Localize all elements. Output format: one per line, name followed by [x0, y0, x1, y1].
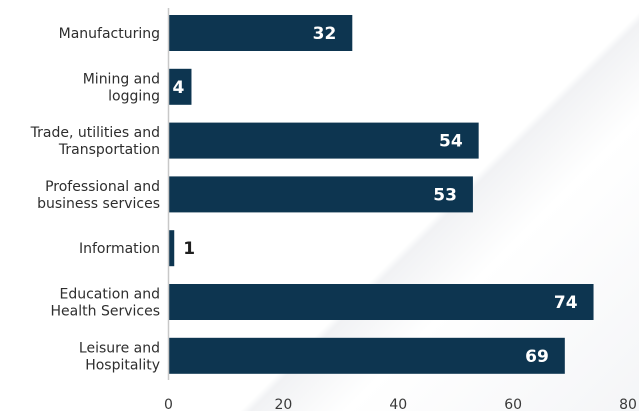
category-label-3-line-1: business services [37, 196, 160, 212]
bars-layer [168, 15, 594, 374]
category-label-1-line-0: Mining and [83, 71, 160, 87]
value-label-1: 4 [173, 78, 185, 98]
x-tick-label-2: 40 [389, 397, 407, 411]
x-axis-ticks: 0 20 40 60 80 [164, 397, 637, 413]
category-label-5-line-1: Health Services [51, 304, 160, 320]
bar-6 [168, 337, 565, 374]
x-tick-label-4: 80 [619, 397, 637, 411]
x-tick-label-3: 60 [504, 397, 522, 411]
category-label-5-line-0: Education and [60, 287, 161, 303]
value-label-4: 1 [183, 239, 195, 259]
category-label-0-line-0: Manufacturing [59, 26, 160, 42]
category-label-6-line-0: Leisure and [79, 340, 160, 356]
value-labels: 32 4 54 53 1 74 69 [173, 24, 578, 367]
value-label-0: 32 [313, 24, 337, 44]
category-label-6-line-1: Hospitality [85, 357, 160, 373]
value-label-6: 69 [525, 347, 549, 367]
value-label-5: 74 [554, 293, 578, 313]
value-label-3: 53 [433, 185, 457, 205]
value-label-2: 54 [439, 132, 463, 152]
category-label-4-line-0: Information [79, 241, 160, 257]
category-label-3-line-0: Professional and [45, 179, 160, 195]
bar-0 [168, 15, 353, 51]
bar-3 [168, 176, 473, 213]
x-tick-label-0: 0 [164, 397, 173, 411]
category-label-2-line-1: Transportation [58, 142, 160, 158]
bar-2 [168, 122, 479, 159]
category-label-2-line-0: Trade, utilities and [30, 125, 160, 141]
x-tick-label-1: 20 [274, 397, 292, 411]
bar-1 [168, 68, 192, 105]
bar-4 [168, 230, 175, 267]
bar-5 [168, 284, 594, 320]
category-label-1-line-1: logging [108, 88, 160, 104]
